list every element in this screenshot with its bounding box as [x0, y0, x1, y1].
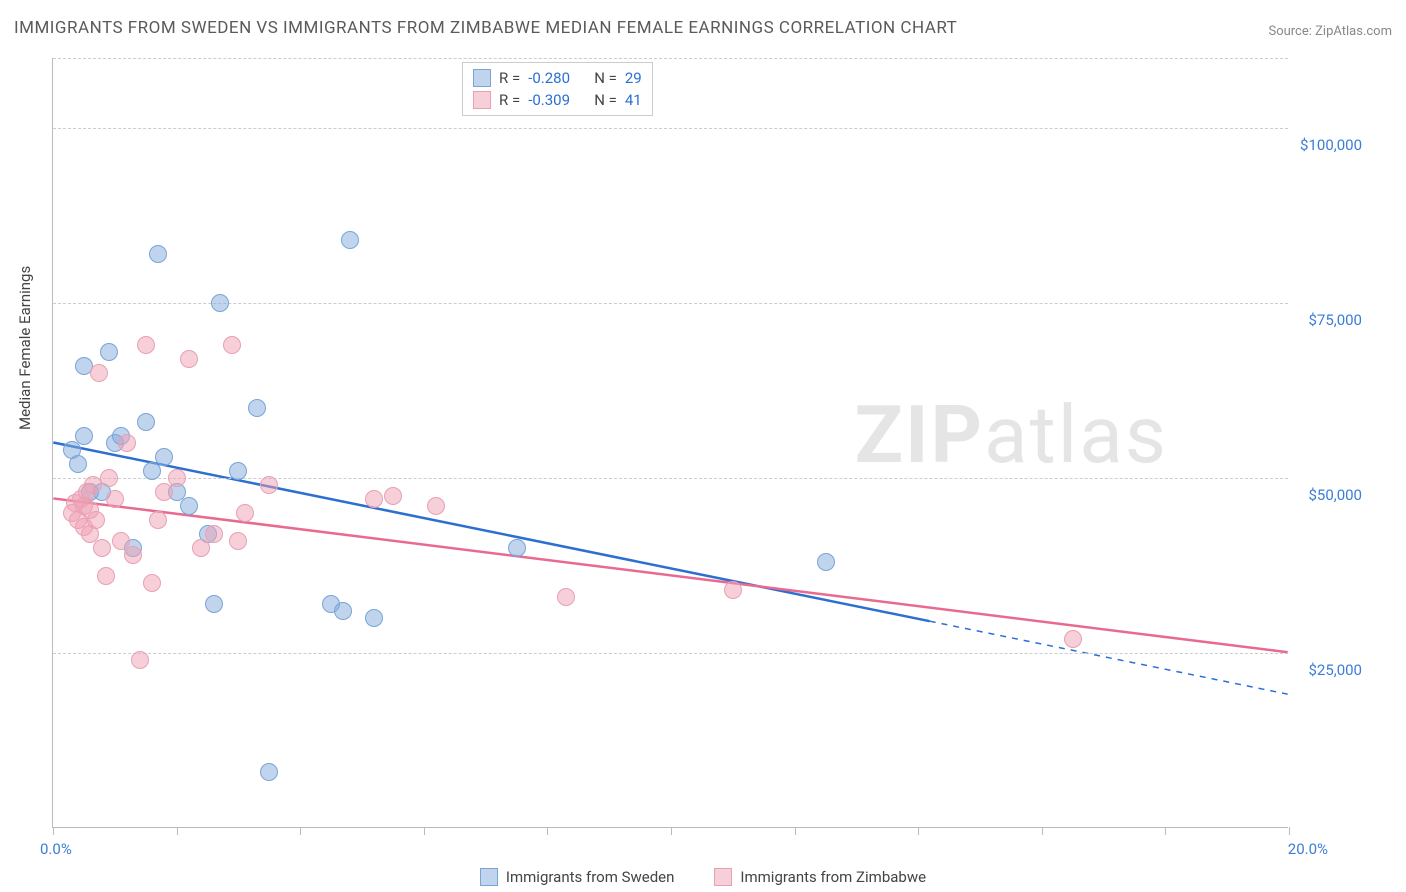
legend-swatch [480, 868, 498, 886]
scatter-point [229, 462, 247, 480]
x-tick [300, 827, 301, 835]
y-tick-label: $25,000 [1308, 661, 1362, 679]
legend-row: R = -0.280 N = 29 [473, 67, 642, 89]
scatter-point [168, 469, 186, 487]
x-tick [53, 827, 54, 835]
gridline [53, 128, 1288, 129]
scatter-point [724, 581, 742, 599]
scatter-point [365, 490, 383, 508]
scatter-point [1064, 630, 1082, 648]
watermark-light: atlas [984, 388, 1168, 482]
gridline [53, 303, 1288, 304]
legend-n-value: 29 [625, 67, 642, 89]
scatter-point [143, 574, 161, 592]
scatter-point [131, 651, 149, 669]
scatter-point [124, 546, 142, 564]
x-axis-min-label: 0.0% [40, 840, 72, 858]
scatter-point [97, 567, 115, 585]
correlation-legend: R = -0.280 N = 29 R = -0.309 N = 41 [462, 62, 653, 116]
gridline [53, 653, 1288, 654]
scatter-point [118, 434, 136, 452]
y-tick-label: $75,000 [1308, 311, 1362, 329]
x-tick [1165, 827, 1166, 835]
legend-label: Immigrants from Sweden [506, 868, 674, 886]
y-tick-label: $100,000 [1300, 136, 1362, 154]
legend-r-value: -0.309 [528, 89, 586, 111]
source-attribution: Source: ZipAtlas.com [1268, 24, 1392, 39]
scatter-point [229, 532, 247, 550]
scatter-point [180, 497, 198, 515]
scatter-point [100, 343, 118, 361]
scatter-point [143, 462, 161, 480]
legend-item: Immigrants from Zimbabwe [714, 868, 926, 886]
legend-r-value: -0.280 [528, 67, 586, 89]
y-tick-label: $50,000 [1308, 486, 1362, 504]
scatter-point [149, 245, 167, 263]
legend-row: R = -0.309 N = 41 [473, 89, 642, 111]
trend-line [53, 443, 929, 622]
legend-swatch [473, 91, 491, 109]
scatter-point [508, 539, 526, 557]
x-tick [1042, 827, 1043, 835]
legend-swatch [714, 868, 732, 886]
scatter-point [90, 364, 108, 382]
scatter-point [87, 511, 105, 529]
legend-swatch [473, 69, 491, 87]
x-tick [671, 827, 672, 835]
trend-lines-svg [53, 58, 1288, 827]
scatter-point [260, 476, 278, 494]
series-legend: Immigrants from Sweden Immigrants from Zi… [0, 868, 1406, 886]
scatter-point [155, 448, 173, 466]
x-tick [177, 827, 178, 835]
y-axis-label: Median Female Earnings [16, 266, 34, 430]
legend-n-value: 41 [625, 89, 642, 111]
scatter-point [149, 511, 167, 529]
trend-line [53, 498, 1287, 652]
scatter-plot: ZIPatlas [52, 58, 1288, 828]
scatter-point [106, 490, 124, 508]
scatter-point [384, 487, 402, 505]
legend-r-label: R = [499, 67, 520, 89]
watermark-bold: ZIP [855, 388, 985, 482]
x-tick [547, 827, 548, 835]
scatter-point [100, 469, 118, 487]
gridline [53, 58, 1288, 59]
scatter-point [236, 504, 254, 522]
scatter-point [137, 413, 155, 431]
scatter-point [211, 294, 229, 312]
scatter-point [817, 553, 835, 571]
scatter-point [137, 336, 155, 354]
legend-item: Immigrants from Sweden [480, 868, 674, 886]
chart-title: IMMIGRANTS FROM SWEDEN VS IMMIGRANTS FRO… [14, 18, 957, 38]
legend-r-label: R = [499, 89, 520, 111]
scatter-point [365, 609, 383, 627]
trend-line-extrapolated [930, 621, 1288, 694]
scatter-point [155, 483, 173, 501]
watermark: ZIPatlas [855, 388, 1168, 482]
scatter-point [75, 427, 93, 445]
scatter-point [260, 763, 278, 781]
scatter-point [192, 539, 210, 557]
scatter-point [223, 336, 241, 354]
legend-label: Immigrants from Zimbabwe [740, 868, 926, 886]
scatter-point [248, 399, 266, 417]
scatter-point [93, 539, 111, 557]
scatter-point [69, 455, 87, 473]
x-tick [918, 827, 919, 835]
x-axis-max-label: 20.0% [1288, 840, 1328, 858]
scatter-point [334, 602, 352, 620]
scatter-point [205, 525, 223, 543]
scatter-point [557, 588, 575, 606]
scatter-point [341, 231, 359, 249]
scatter-point [427, 497, 445, 515]
x-tick [1289, 827, 1290, 835]
scatter-point [180, 350, 198, 368]
scatter-point [205, 595, 223, 613]
legend-n-label: N = [594, 89, 617, 111]
legend-n-label: N = [594, 67, 617, 89]
x-tick [424, 827, 425, 835]
x-tick [795, 827, 796, 835]
